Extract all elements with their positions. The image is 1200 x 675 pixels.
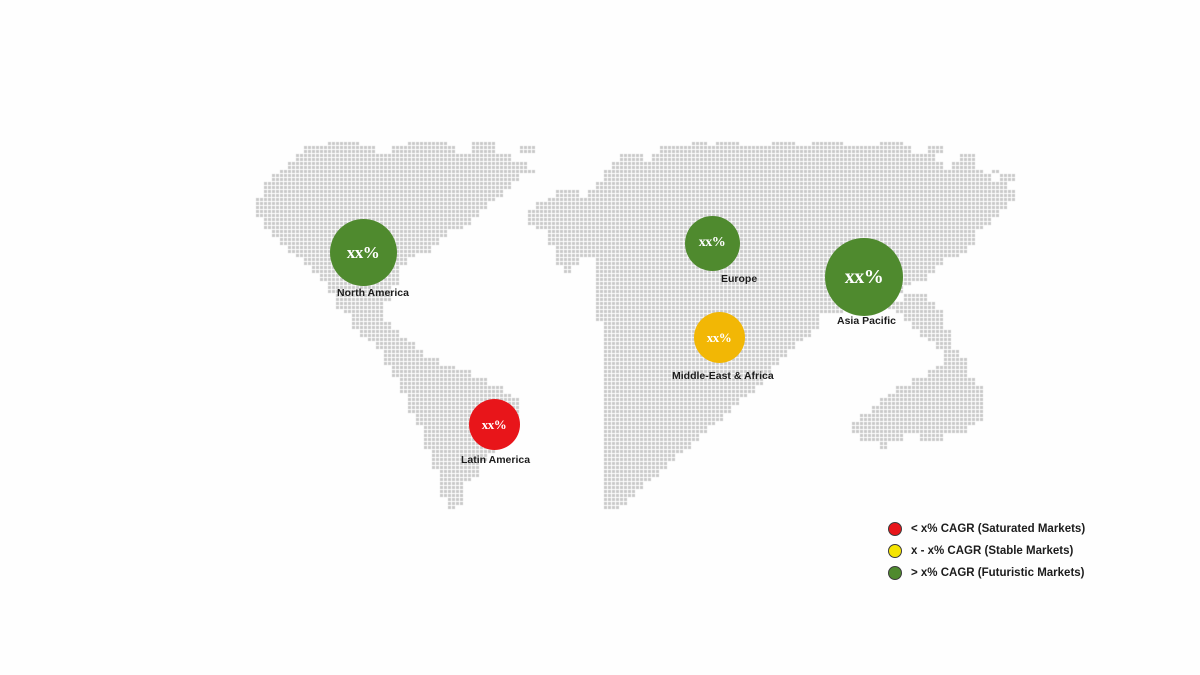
region-label-europe: Europe [721, 273, 758, 285]
legend-dot-icon-legend-stable [888, 544, 902, 558]
legend-row-legend-futuristic: > x% CAGR (Futuristic Markets) [888, 562, 1085, 584]
legend-label-legend-futuristic: > x% CAGR (Futuristic Markets) [911, 567, 1085, 579]
region-value-north-america: xx% [346, 242, 380, 262]
region-label-latin-america: Latin America [461, 454, 531, 466]
region-label-middle-east-africa: Middle-East & Africa [672, 370, 774, 382]
region-value-latin-america: xx% [481, 416, 507, 432]
region-bubble-middle-east-africa[interactable]: xx% [693, 311, 745, 363]
region-value-europe: xx% [698, 235, 726, 250]
region-bubble-asia-pacific[interactable]: xx% [825, 238, 903, 316]
legend-dot-icon-legend-saturated [888, 522, 902, 536]
legend-row-legend-stable: x - x% CAGR (Stable Markets) [888, 540, 1085, 562]
region-bubble-europe[interactable]: xx% [684, 215, 740, 271]
region-bubble-latin-america[interactable]: xx% [468, 398, 520, 450]
legend: < x% CAGR (Saturated Markets) x - x% CAGR… [888, 518, 1085, 584]
region-label-asia-pacific: Asia Pacific [837, 315, 896, 327]
legend-dot-icon-legend-futuristic [888, 566, 902, 580]
legend-label-legend-stable: x - x% CAGR (Stable Markets) [911, 545, 1074, 557]
region-label-north-america: North America [337, 287, 409, 299]
region-bubble-north-america[interactable]: xx% [329, 218, 397, 286]
legend-label-legend-saturated: < x% CAGR (Saturated Markets) [911, 523, 1086, 535]
legend-row-legend-saturated: < x% CAGR (Saturated Markets) [888, 518, 1085, 540]
region-value-asia-pacific: xx% [844, 266, 884, 288]
region-value-middle-east-africa: xx% [706, 329, 732, 345]
